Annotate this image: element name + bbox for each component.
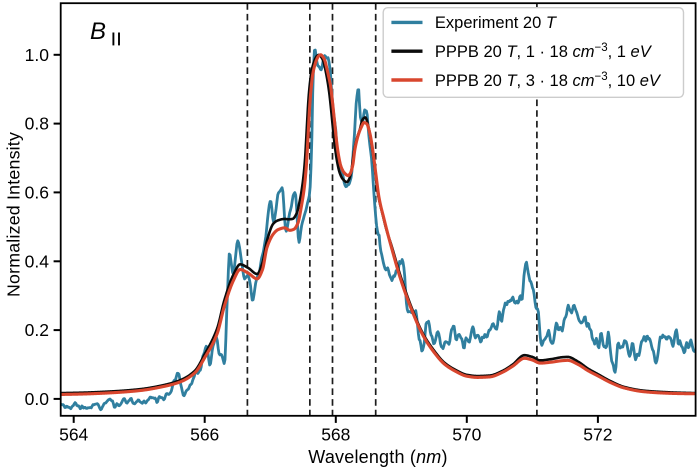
svg-text:0.0: 0.0	[25, 389, 50, 409]
svg-text:0.8: 0.8	[25, 114, 49, 134]
svg-text:Wavelength (nm): Wavelength (nm)	[308, 447, 447, 467]
svg-text:PPPB 20 T, 1 · 18 cm−3, 1 eV: PPPB 20 T, 1 · 18 cm−3, 1 eV	[435, 42, 653, 61]
svg-text:PPPB 20 T, 3 · 18 cm−3, 10 eV: PPPB 20 T, 3 · 18 cm−3, 10 eV	[435, 71, 662, 90]
svg-text:Experiment 20 T: Experiment 20 T	[435, 14, 558, 32]
svg-text:0.2: 0.2	[25, 320, 49, 340]
svg-text:566: 566	[190, 425, 219, 445]
svg-text:564: 564	[59, 425, 88, 445]
svg-text:0.6: 0.6	[25, 182, 49, 202]
svg-text:B: B	[90, 18, 106, 45]
svg-text:1.0: 1.0	[25, 45, 50, 65]
svg-text:568: 568	[321, 425, 350, 445]
svg-text:Normalized Intensity: Normalized Intensity	[4, 132, 24, 297]
svg-text:572: 572	[583, 425, 612, 445]
svg-text:0.4: 0.4	[25, 251, 50, 271]
svg-text:570: 570	[452, 425, 481, 445]
